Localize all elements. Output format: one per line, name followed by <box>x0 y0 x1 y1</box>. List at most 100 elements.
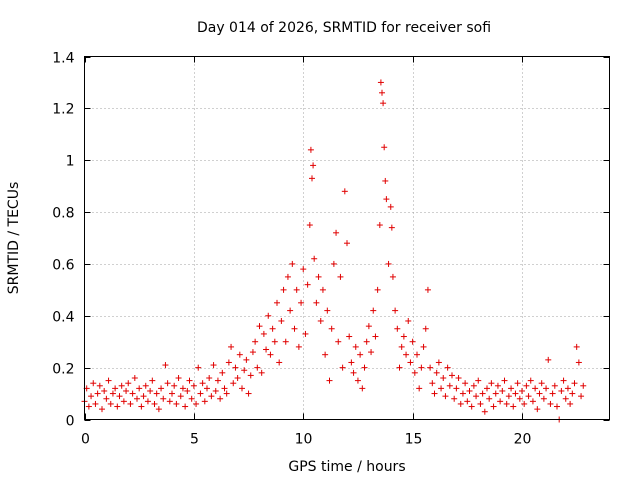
data-point <box>186 377 193 384</box>
data-point <box>326 377 333 384</box>
data-point <box>468 403 475 410</box>
data-point <box>171 382 178 389</box>
data-point <box>575 359 582 366</box>
data-point <box>389 273 396 280</box>
y-tick-label: 1.4 <box>52 51 74 67</box>
data-point <box>254 364 261 371</box>
data-point <box>562 395 569 402</box>
data-point <box>451 395 458 402</box>
data-point <box>311 255 318 262</box>
data-point <box>516 395 523 402</box>
data-point <box>208 393 215 400</box>
data-point <box>377 79 384 86</box>
data-point <box>212 387 219 394</box>
data-point <box>549 390 556 397</box>
data-point <box>387 203 394 210</box>
y-tick-label: 1 <box>66 154 75 170</box>
data-point <box>103 395 110 402</box>
data-point <box>479 390 486 397</box>
data-point <box>155 406 162 413</box>
data-point <box>310 162 317 169</box>
x-tick-label: 0 <box>81 432 90 448</box>
data-point <box>116 393 123 400</box>
data-point <box>382 177 389 184</box>
data-point <box>256 323 263 330</box>
data-point <box>258 369 265 376</box>
y-tick-label: 0.8 <box>52 206 74 222</box>
data-point <box>173 400 180 407</box>
data-point <box>169 390 175 397</box>
data-point <box>184 387 191 394</box>
gridlines <box>84 56 610 420</box>
plot-frame <box>84 56 610 420</box>
data-point <box>291 325 298 332</box>
data-point <box>376 222 383 229</box>
data-point <box>223 390 230 397</box>
data-point <box>573 343 580 350</box>
data-point <box>350 369 357 376</box>
data-point <box>90 380 97 387</box>
data-point <box>455 375 462 382</box>
data-point <box>322 351 329 358</box>
data-point <box>527 377 534 384</box>
data-point <box>409 338 416 345</box>
data-point <box>245 390 252 397</box>
data-point <box>392 307 399 314</box>
data-point <box>278 317 285 324</box>
x-tick-label: 5 <box>190 432 199 448</box>
data-point <box>319 286 326 293</box>
data-point <box>370 307 377 314</box>
data-point <box>505 393 512 400</box>
data-point <box>188 395 195 402</box>
data-point <box>394 325 401 332</box>
data-point <box>396 364 403 371</box>
data-point <box>179 385 186 392</box>
data-point <box>508 385 515 392</box>
data-point <box>217 395 224 402</box>
data-point <box>564 385 571 392</box>
data-points <box>81 79 587 423</box>
data-point <box>101 387 108 394</box>
data-point <box>380 100 387 107</box>
data-point <box>414 351 420 358</box>
data-point <box>96 382 103 389</box>
data-point <box>337 273 344 280</box>
data-point <box>431 390 438 397</box>
data-point <box>352 343 359 350</box>
data-point <box>444 364 451 371</box>
data-point <box>243 356 250 363</box>
y-tick-label: 0.6 <box>52 258 74 274</box>
data-point <box>418 364 425 371</box>
data-point <box>164 380 171 387</box>
data-point <box>400 333 407 340</box>
data-point <box>307 146 314 153</box>
data-point <box>123 387 130 394</box>
data-point <box>315 273 322 280</box>
data-point <box>494 382 501 389</box>
data-point <box>407 359 414 366</box>
data-point <box>420 343 427 350</box>
data-point <box>239 385 245 392</box>
data-point <box>147 387 154 394</box>
data-point <box>162 362 169 369</box>
data-point <box>424 286 431 293</box>
y-axis-label: SRMTID / TECUs <box>6 182 22 295</box>
data-point <box>85 403 92 410</box>
x-tick-label: 20 <box>514 432 532 448</box>
data-point <box>109 390 116 397</box>
data-point <box>317 317 324 324</box>
data-point <box>182 403 189 410</box>
data-point <box>112 385 119 392</box>
data-point <box>529 398 536 405</box>
data-point <box>532 385 539 392</box>
data-point <box>271 338 278 345</box>
data-point <box>289 260 296 267</box>
data-point <box>249 349 256 356</box>
data-point <box>339 364 346 371</box>
data-point <box>228 343 235 350</box>
data-point <box>195 364 202 371</box>
data-point <box>142 382 149 389</box>
data-point <box>523 382 530 389</box>
data-point <box>92 400 99 407</box>
